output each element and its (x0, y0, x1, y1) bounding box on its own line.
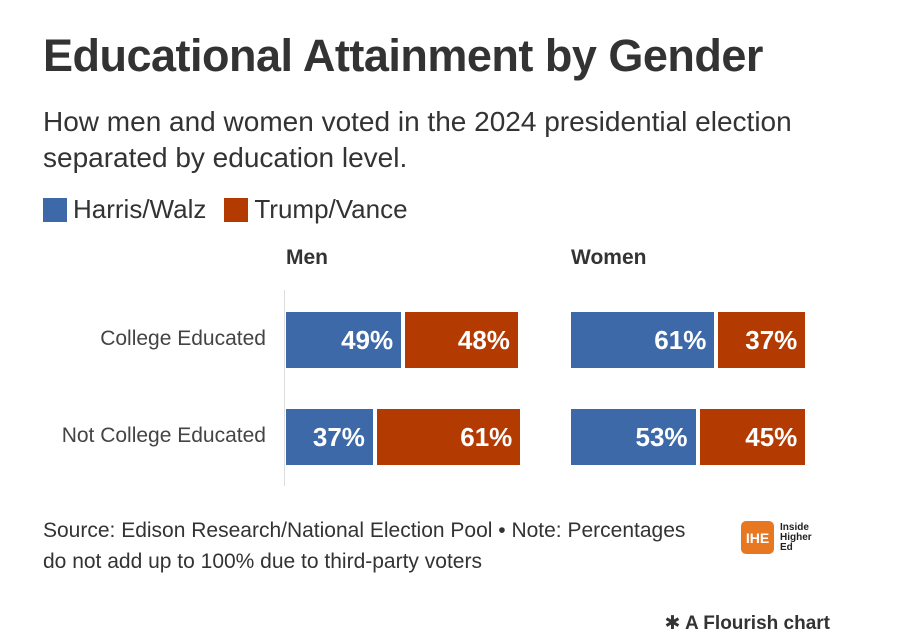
category-label: Not College Educated (61, 424, 266, 447)
bar-men-trump[interactable]: 48% (405, 312, 518, 368)
data-label: 53% (635, 421, 688, 452)
data-label: 61% (654, 324, 707, 355)
data-label: 45% (745, 421, 798, 452)
bar-women-harris[interactable]: 53% (571, 409, 696, 465)
ihe-logo: IHE Inside Higher Ed (741, 521, 812, 554)
legend: Harris/Walz Trump/Vance (43, 194, 408, 225)
legend-swatch (224, 197, 249, 222)
category-label: College Educated (100, 327, 266, 350)
data-label: 48% (457, 324, 510, 355)
source-note: Source: Edison Research/National Electio… (43, 519, 686, 573)
bar-women-harris[interactable]: 61% (571, 312, 715, 368)
bar-men-harris[interactable]: 49% (286, 312, 402, 368)
legend-item-harris[interactable]: Harris/Walz (43, 194, 206, 225)
panel-title-men: Men (286, 246, 328, 269)
panel-title-women: Women (571, 246, 647, 269)
bar-women-trump[interactable]: 37% (718, 312, 806, 368)
legend-label: Trump/Vance (254, 194, 408, 224)
data-label: 37% (745, 324, 798, 355)
data-label: 37% (312, 421, 365, 452)
chart-subtitle: How men and women voted in the 2024 pres… (43, 106, 792, 173)
data-label: 49% (341, 324, 394, 355)
legend-label: Harris/Walz (73, 194, 207, 224)
legend-item-trump[interactable]: Trump/Vance (224, 194, 408, 225)
axis-line (284, 290, 285, 486)
logo-mark: IHE (741, 521, 774, 554)
bar-men-trump[interactable]: 61% (376, 409, 521, 465)
chart-title: Educational Attainment by Gender (43, 30, 763, 81)
logo-text: Inside Higher Ed (780, 521, 812, 553)
bar-women-trump[interactable]: 45% (699, 409, 806, 465)
legend-swatch (43, 197, 67, 222)
bar-men-harris[interactable]: 37% (286, 409, 373, 465)
flourish-credit[interactable]: ✱ A Flourish chart (664, 613, 830, 634)
data-label: 61% (460, 421, 513, 452)
